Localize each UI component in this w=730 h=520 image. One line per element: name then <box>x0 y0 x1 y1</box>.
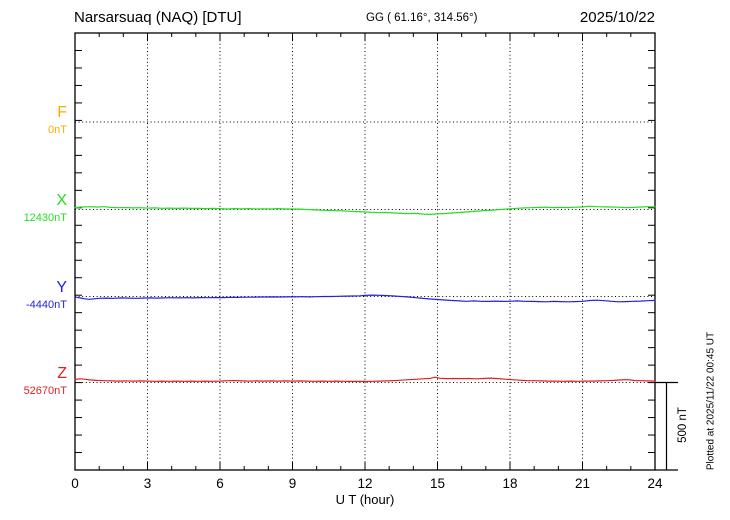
channel-label-f: F 0nT <box>48 105 67 136</box>
station-title: Narsarsuaq (NAQ) [DTU] <box>74 9 242 26</box>
trace-z <box>74 376 656 382</box>
channel-name-y: Y <box>56 278 67 296</box>
channel-name-f: F <box>57 104 67 121</box>
channel-label-z: Z 52670nT <box>23 364 67 397</box>
x-tick-label: 3 <box>143 476 152 491</box>
x-tick-label: 6 <box>216 476 224 491</box>
plot-frame <box>74 32 656 471</box>
x-tick-label: 15 <box>429 476 446 491</box>
x-axis-title: U T (hour) <box>335 492 395 507</box>
channel-label-x: X 12430nT <box>23 191 67 224</box>
channel-baseline-f: 0nT <box>48 124 67 136</box>
channel-baseline-x: 12430nT <box>23 211 67 224</box>
channel-name-x: X <box>56 191 67 209</box>
x-tick-label: 24 <box>647 476 663 491</box>
scale-bar-label: 500 nT <box>677 407 689 443</box>
channel-name-z: Z <box>57 364 67 382</box>
trace-x <box>74 205 656 215</box>
channel-baseline-y: -4440nT <box>26 298 67 311</box>
x-tick-label: 9 <box>288 476 297 491</box>
plotted-at-note: Plotted at 2025/11/22 00:45 UT <box>705 331 717 471</box>
x-tick-label: 12 <box>357 476 373 491</box>
channel-label-y: Y -4440nT <box>26 278 67 311</box>
x-tick-label: 21 <box>574 476 591 491</box>
geographic-coords: GG ( 61.16°, 314.56°) <box>366 12 478 24</box>
trace-y <box>74 294 656 303</box>
channel-baseline-z: 52670nT <box>23 384 67 397</box>
x-tick-label: 0 <box>71 476 79 491</box>
plot-date: 2025/10/22 <box>579 9 655 26</box>
x-tick-label: 18 <box>502 476 518 491</box>
